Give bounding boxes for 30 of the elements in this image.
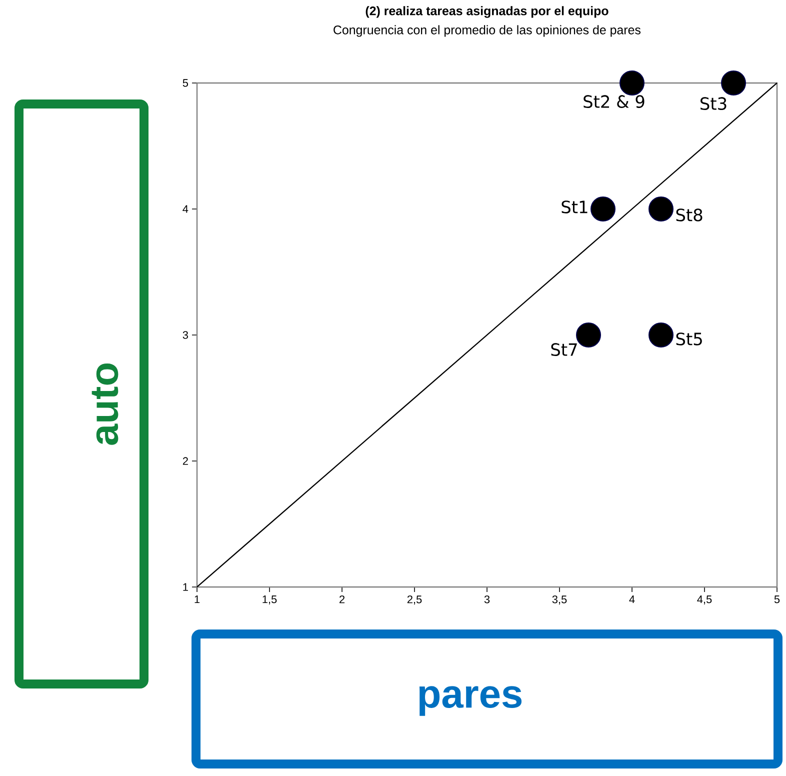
y-tick-label: 2	[182, 457, 188, 465]
y-tick-label: 4	[182, 205, 188, 213]
x-tick-label: 4	[629, 596, 635, 604]
y-tick-label: 5	[182, 79, 188, 87]
point	[590, 196, 616, 222]
chart-subtitle: Congruencia con el promedio de las opiniones de pares	[334, 25, 641, 37]
x-tick-label: 2,5	[407, 596, 422, 605]
y-tick-label: 3	[182, 331, 188, 339]
annotation: St1	[562, 200, 588, 214]
x-tick-label: 5	[774, 596, 780, 604]
x-tick-label: 3	[484, 596, 490, 604]
point	[721, 70, 746, 96]
point	[648, 322, 674, 348]
annotation: St2 & 9	[584, 95, 644, 108]
x-tick-label: 1	[194, 596, 200, 604]
x-tick-label: 2	[340, 596, 345, 604]
point	[620, 70, 645, 96]
x-tick-label: 1,5	[262, 596, 277, 604]
x-tick-label: 3,5	[552, 596, 567, 605]
annotation: St8	[676, 208, 702, 222]
annotation: St5	[676, 332, 702, 346]
y-axis-title: auto	[92, 363, 118, 445]
annotation: St7	[551, 343, 577, 356]
point	[648, 196, 674, 222]
point	[576, 322, 602, 348]
x-axis-title: pares	[419, 686, 522, 716]
chart-title: (2) realiza tareas asignadas por el equipo	[366, 6, 608, 18]
x-tick-label: 4,5	[697, 596, 712, 604]
annotation: St3	[700, 97, 726, 110]
y-tick-label: 1	[183, 583, 188, 591]
